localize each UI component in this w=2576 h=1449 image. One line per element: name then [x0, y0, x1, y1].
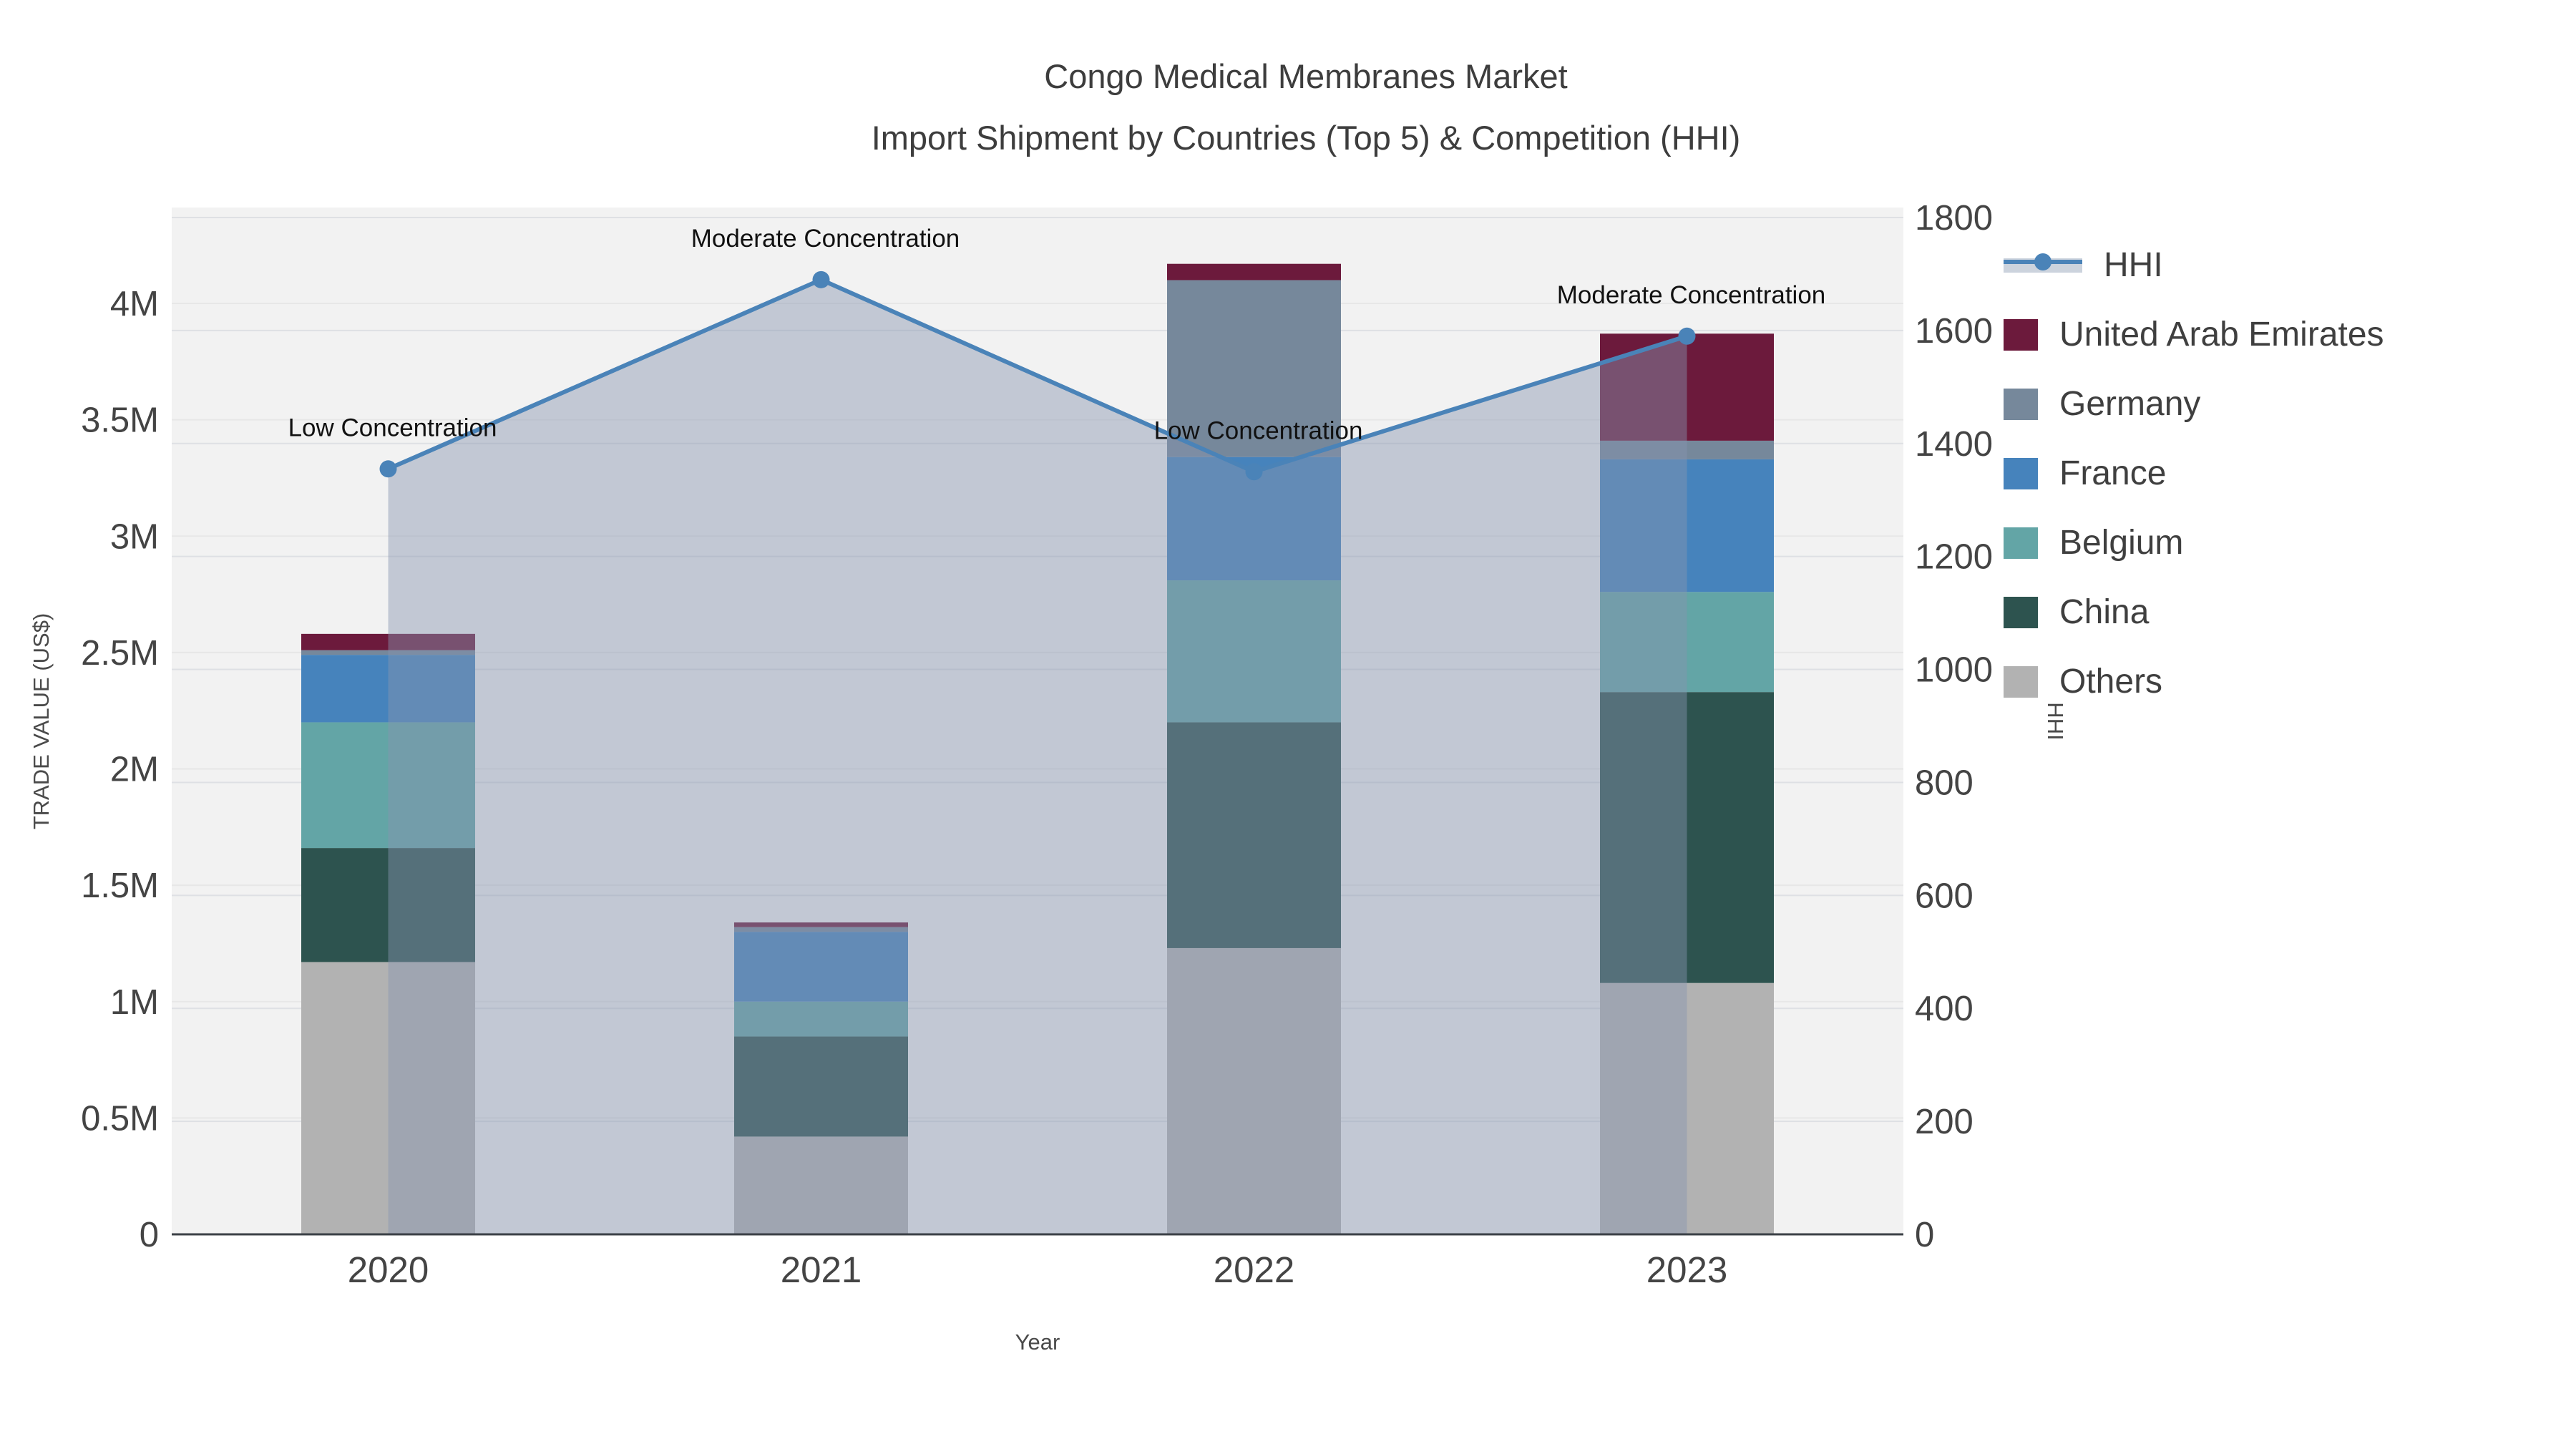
bar-segment-china-2021: [734, 1036, 908, 1137]
legend-label: France: [2059, 454, 2167, 492]
y-right-tick-1000: 1000: [1915, 651, 1993, 690]
bar-segment-china-2022: [1167, 722, 1341, 948]
annotation-2021: Moderate Concentration: [691, 225, 960, 253]
bar-segment-germany-2022: [1167, 280, 1341, 457]
y-right-tick-0: 0: [1915, 1216, 1934, 1254]
legend-label: United Arab Emirates: [2059, 316, 2384, 353]
legend-label: Germany: [2059, 385, 2201, 423]
bar-segment-germany-2023: [1600, 440, 1774, 459]
x-tick-2023: 2023: [1646, 1249, 1727, 1290]
x-axis-title: Year: [1015, 1330, 1060, 1355]
legend: HHI United Arab Emirates Germany France Belg…: [2004, 230, 2384, 716]
annotation-2020: Low Concentration: [288, 414, 497, 441]
legend-label: Others: [2059, 663, 2163, 701]
legend-label: China: [2059, 593, 2150, 631]
bar-segment-others-2023: [1600, 982, 1774, 1234]
legend-item-germany[interactable]: Germany: [2004, 369, 2384, 439]
legend-color-swatch-icon: [2004, 665, 2038, 698]
bar-segment-france-2023: [1600, 459, 1774, 592]
legend-item-belgium[interactable]: Belgium: [2004, 508, 2384, 577]
hhi-marker-2022: [1245, 463, 1263, 481]
bar-segment-belgium-2023: [1600, 592, 1774, 693]
y-left-tick-0.5M: 0.5M: [81, 1099, 159, 1138]
x-tick-2021: 2021: [781, 1249, 862, 1290]
y-left-tick-3.5M: 3.5M: [81, 401, 159, 440]
legend-item-united-arab-emirates[interactable]: United Arab Emirates: [2004, 300, 2384, 369]
annotation-2022: Low Concentration: [1154, 416, 1363, 444]
y-right-tick-400: 400: [1915, 990, 1974, 1028]
legend-label: Belgium: [2059, 524, 2184, 562]
legend-color-swatch-icon: [2004, 457, 2038, 489]
y-right-tick-1600: 1600: [1915, 312, 1993, 351]
bar-segment-others-2021: [734, 1136, 908, 1234]
legend-item-hhi[interactable]: HHI: [2004, 230, 2384, 300]
legend-color-swatch-icon: [2004, 388, 2038, 420]
annotation-2023: Moderate Concentration: [1557, 281, 1826, 309]
bar-segment-others-2020: [301, 962, 475, 1234]
legend-item-china[interactable]: China: [2004, 577, 2384, 647]
y-left-tick-1M: 1M: [110, 983, 159, 1022]
hhi-marker-2023: [1678, 327, 1696, 345]
y-left-tick-0: 0: [140, 1216, 159, 1254]
bar-segment-germany-2020: [301, 650, 475, 655]
hhi-area-fill: [388, 279, 1687, 1234]
hhi-marker-2020: [379, 460, 397, 478]
legend-color-swatch-icon: [2004, 596, 2038, 628]
chart-title: Congo Medical Membranes Market Import Sh…: [872, 56, 1741, 159]
y-left-tick-2M: 2M: [110, 751, 159, 789]
y-left-tick-4M: 4M: [110, 285, 159, 323]
bar-segment-france-2021: [734, 932, 908, 1002]
legend-item-france[interactable]: France: [2004, 439, 2384, 508]
x-tick-2020: 2020: [348, 1249, 429, 1290]
bar-segment-belgium-2022: [1167, 580, 1341, 723]
chart-title-line2: Import Shipment by Countries (Top 5) & C…: [871, 119, 1741, 157]
y-left-tick-2.5M: 2.5M: [81, 634, 159, 673]
bar-segment-china-2023: [1600, 692, 1774, 983]
y-right-tick-800: 800: [1915, 763, 1974, 802]
legend-label: HHI: [2104, 246, 2163, 284]
bar-segment-belgium-2021: [734, 1001, 908, 1037]
bar-segment-united-arab-emirates-2023: [1600, 333, 1774, 441]
legend-item-others[interactable]: Others: [2004, 647, 2384, 716]
y-right-tick-1200: 1200: [1915, 538, 1993, 577]
bar-segment-belgium-2020: [301, 722, 475, 849]
legend-color-swatch-icon: [2004, 527, 2038, 559]
y-right-tick-200: 200: [1915, 1103, 1974, 1141]
chart-title-line1: Congo Medical Membranes Market: [1044, 57, 1568, 95]
y-right-tick-1400: 1400: [1915, 425, 1993, 464]
bar-segment-others-2022: [1167, 947, 1341, 1234]
bar-segment-germany-2021: [734, 927, 908, 932]
hhi-marker-2021: [812, 270, 830, 288]
hhi-line-swatch-icon: [2004, 253, 2082, 273]
bar-segment-united-arab-emirates-2021: [734, 922, 908, 927]
legend-color-swatch-icon: [2004, 318, 2038, 351]
hhi-line: [387, 277, 1688, 474]
y-right-tick-1800: 1800: [1915, 199, 1993, 238]
y-left-tick-1.5M: 1.5M: [81, 867, 159, 905]
y-left-axis-title: TRADE VALUE (US$): [29, 613, 54, 830]
bar-segment-united-arab-emirates-2022: [1167, 263, 1341, 280]
y-right-tick-600: 600: [1915, 877, 1974, 915]
x-tick-2022: 2022: [1214, 1249, 1294, 1290]
bar-segment-china-2020: [301, 848, 475, 962]
bar-segment-united-arab-emirates-2020: [301, 633, 475, 650]
y-left-tick-3M: 3M: [110, 517, 159, 556]
bar-segment-france-2020: [301, 655, 475, 723]
